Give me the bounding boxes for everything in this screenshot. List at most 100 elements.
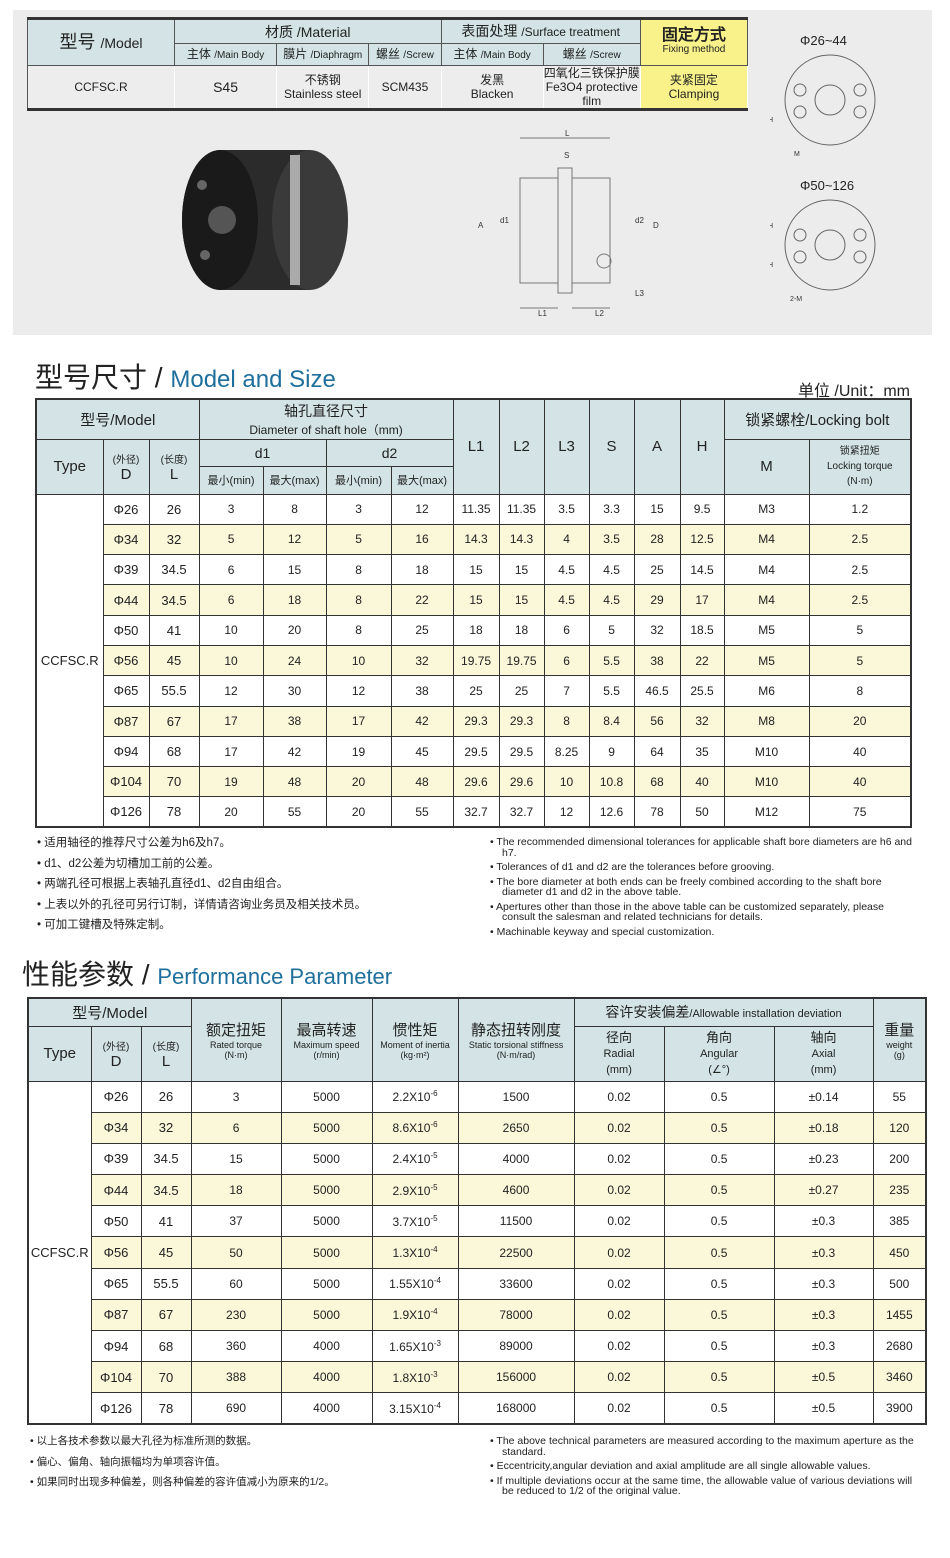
exponent: -4 xyxy=(433,1276,441,1286)
table-cell: 0.5 xyxy=(663,1080,775,1113)
l-header: (长度) L xyxy=(148,438,200,495)
note-item: 偏心、偏角、轴向振幅均为单项容许值。 xyxy=(30,1452,470,1473)
table-cell: 2.5 xyxy=(808,523,912,556)
table-cell: 38 xyxy=(262,705,327,737)
d1-max-header: 最大(max) xyxy=(262,465,327,495)
table-cell: 11.35 xyxy=(452,493,500,525)
table-cell: 55 xyxy=(390,796,454,828)
table-row: Φ50 41 37 5000 3.7X10-5 11500 0.02 0.5 ±0.3 385 xyxy=(28,1205,927,1238)
spec-fixing-value: 夹紧固定 Clamping xyxy=(639,65,749,110)
table-cell: 68 xyxy=(140,1329,192,1363)
table-cell: Φ50 xyxy=(102,614,150,646)
m-header: M xyxy=(723,438,810,495)
table-cell: Φ65 xyxy=(90,1267,142,1300)
a-header: A xyxy=(633,398,681,495)
table-cell: 2.2X10-6 xyxy=(371,1080,459,1113)
table-cell: 32 xyxy=(140,1111,192,1144)
table-cell: 14.5 xyxy=(679,554,725,586)
table-row: Φ34 32 5 12 5 16 14.3 14.3 4 3.5 28 12.5 M4 2.5 xyxy=(36,523,912,556)
type-cell: CCFSC.R xyxy=(27,1080,92,1425)
table-cell: 5.5 xyxy=(588,675,635,707)
table-cell: 4 xyxy=(543,523,590,556)
table-cell: 0.5 xyxy=(663,1298,775,1332)
spec-surface-header: 表面处理 /Surface treatment xyxy=(440,18,641,44)
table-cell: 4.5 xyxy=(543,584,590,616)
table-cell: 1500 xyxy=(457,1080,575,1113)
table-cell: 35 xyxy=(679,735,725,768)
table-cell: 6 xyxy=(190,1111,282,1144)
exponent: -6 xyxy=(430,1089,438,1099)
table-cell: 16 xyxy=(390,523,454,556)
table-cell: 5 xyxy=(808,614,912,646)
table-cell: 26 xyxy=(148,493,200,525)
table-cell: 5 xyxy=(588,614,635,646)
table-cell: 0.02 xyxy=(573,1205,665,1238)
table-cell: 45 xyxy=(148,644,200,677)
table-cell: 29.5 xyxy=(452,735,500,768)
table-cell: 55.5 xyxy=(148,675,200,707)
table-cell: 2.4X10-5 xyxy=(371,1142,459,1176)
d1-header: d1 xyxy=(198,438,327,467)
spec-subheader: 膜片 /Diaphragm xyxy=(276,43,370,66)
table-cell: M6 xyxy=(723,675,810,707)
table-cell: 8 xyxy=(325,614,392,646)
table-cell: 20 xyxy=(198,796,264,828)
table-cell: Φ87 xyxy=(90,1298,142,1332)
table-cell: ±0.3 xyxy=(773,1329,874,1363)
table-cell: 18 xyxy=(190,1174,282,1207)
table-cell: 3.3 xyxy=(588,493,635,525)
table-cell: M10 xyxy=(723,766,810,798)
table-cell: 29.6 xyxy=(452,766,500,798)
table-cell: 60 xyxy=(190,1267,282,1300)
table-cell: 55.5 xyxy=(140,1267,192,1300)
table-cell: 9.5 xyxy=(679,493,725,525)
table-cell: M8 xyxy=(723,705,810,737)
note-item: The bore diameter at both ends can be fr… xyxy=(490,876,915,898)
table-cell: 37 xyxy=(190,1205,282,1238)
table-cell: 690 xyxy=(190,1392,282,1425)
note-item: 适用轴径的推荐尺寸公差为h6及h7。 xyxy=(37,833,477,854)
d2-header: d2 xyxy=(325,438,454,467)
table-cell: 3 xyxy=(325,493,392,525)
max-speed-header: 最高转速 Maximum speed (r/min) xyxy=(280,997,373,1082)
size-notes-zh: 适用轴径的推荐尺寸公差为h6及h7。d1、d2公差为切槽加工前的公差。两端孔径可… xyxy=(37,833,477,936)
table-cell: 3.15X10-4 xyxy=(371,1392,459,1425)
table-cell: 8 xyxy=(543,705,590,737)
table-cell: 34.5 xyxy=(140,1174,192,1207)
table-cell: Φ44 xyxy=(90,1174,142,1207)
table-cell: 168000 xyxy=(457,1392,575,1425)
table-cell: 45 xyxy=(140,1236,192,1269)
dim-label-d2: d2 xyxy=(635,216,644,225)
table-cell: 38 xyxy=(633,644,681,677)
l1-header: L1 xyxy=(452,398,500,495)
table-cell: 46.5 xyxy=(633,675,681,707)
size-table: 型号/Model 轴孔直径尺寸 Diameter of shaft hole（mm… xyxy=(35,398,913,829)
table-cell: 0.5 xyxy=(663,1174,775,1207)
table-cell: 22 xyxy=(390,584,454,616)
side-label-h: H xyxy=(770,117,773,124)
table-cell: 12 xyxy=(198,675,264,707)
side-view-small: H M xyxy=(770,54,876,158)
table-cell: 6 xyxy=(198,554,264,586)
table-row: Φ126 78 20 55 20 55 32.7 32.7 12 12.6 78 50 M12 75 xyxy=(36,796,912,828)
table-cell: 34.5 xyxy=(140,1142,192,1176)
table-row: Φ87 67 230 5000 1.9X10-4 78000 0.02 0.5 ±0.3 1455 xyxy=(28,1298,927,1332)
exponent: -6 xyxy=(430,1120,438,1130)
table-cell: 8 xyxy=(325,584,392,616)
table-cell: 4000 xyxy=(280,1361,373,1394)
spec-diaphragm-value: 不锈钢 Stainless steel xyxy=(276,65,370,110)
table-cell: 78 xyxy=(148,796,200,828)
spec-body-value: S45 xyxy=(173,65,278,110)
table-cell: 22500 xyxy=(457,1236,575,1269)
table-cell: ±0.5 xyxy=(773,1361,874,1394)
table-cell: Φ39 xyxy=(90,1142,142,1176)
table-cell: 22 xyxy=(679,644,725,677)
table-cell: Φ126 xyxy=(102,796,150,828)
note-item: If multiple deviations occur at the same… xyxy=(490,1475,915,1497)
table-cell: ±0.3 xyxy=(773,1205,874,1238)
product-photo xyxy=(182,150,348,290)
table-cell: 5000 xyxy=(280,1111,373,1144)
exponent: -3 xyxy=(430,1369,438,1379)
table-cell: 2650 xyxy=(457,1111,575,1144)
spec-screw-value: SCM435 xyxy=(368,65,442,110)
